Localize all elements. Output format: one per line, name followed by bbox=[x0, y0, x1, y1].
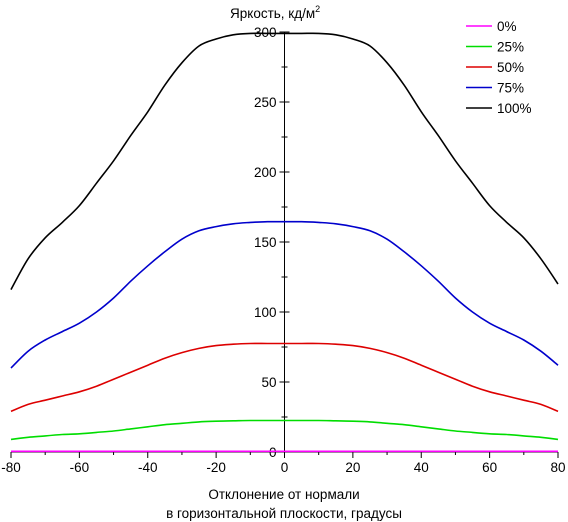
series-group bbox=[10, 32, 559, 453]
y-tick-label: 150 bbox=[254, 235, 277, 250]
x-tick-label: -80 bbox=[1, 460, 21, 475]
y-tick-label: 300 bbox=[254, 25, 277, 40]
y-tick-label: 50 bbox=[261, 375, 276, 390]
legend-label-25pct: 25% bbox=[497, 40, 524, 55]
series-line-100pct bbox=[10, 32, 559, 290]
y-tick-label: 100 bbox=[254, 305, 277, 320]
series-line-50pct bbox=[10, 342, 559, 413]
axes: -80 -60 -40 -20 0 20 40 60 80 0 50 100 150 200 250 300 bbox=[1, 25, 565, 475]
legend-label-100pct: 100% bbox=[497, 101, 532, 116]
x-tick-label: 60 bbox=[482, 460, 497, 475]
y-axis-label: Яркость, кд/м2 bbox=[230, 4, 320, 21]
x-tick-label: 20 bbox=[345, 460, 360, 475]
x-tick-label: 40 bbox=[414, 460, 429, 475]
legend-label-0pct: 0% bbox=[497, 19, 517, 34]
x-axis-label-line1: Отклонение от нормали bbox=[208, 487, 359, 502]
x-tick-label: -40 bbox=[138, 460, 158, 475]
x-tick-label: -60 bbox=[70, 460, 90, 475]
legend-label-75pct: 75% bbox=[497, 81, 524, 96]
y-tick-label: 250 bbox=[254, 95, 277, 110]
series-line-25pct bbox=[10, 419, 559, 441]
legend-label-50pct: 50% bbox=[497, 60, 524, 75]
x-tick-label: 80 bbox=[550, 460, 565, 475]
x-tick-label: 0 bbox=[281, 460, 289, 475]
legend: 0% 25% 50% 75% 100% bbox=[466, 19, 532, 116]
x-tick-label: -20 bbox=[206, 460, 226, 475]
y-tick-label: 0 bbox=[269, 445, 277, 460]
y-tick-label: 200 bbox=[254, 165, 277, 180]
series-line-75pct bbox=[10, 220, 559, 369]
x-axis-label-line2: в горизонтальной плоскости, градусы bbox=[166, 506, 402, 521]
